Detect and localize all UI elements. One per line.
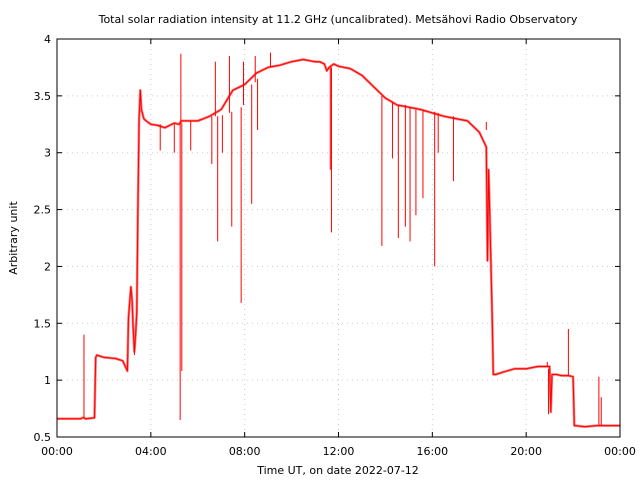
- y-tick-label: 3: [44, 147, 51, 160]
- y-axis-label: Arbitrary unit: [7, 201, 20, 275]
- x-tick-label: 12:00: [323, 445, 355, 458]
- x-tick-label: 00:00: [604, 445, 636, 458]
- series-line-band: [57, 58, 620, 429]
- y-tick-label: 3.5: [34, 90, 52, 103]
- axis-ticks: 0.5 1 1.5 2 2.5 3 3.5 4 00:00 04:00 08:00 12:00 16:0…: [34, 33, 636, 458]
- x-tick-label: 20:00: [510, 445, 542, 458]
- y-tick-label: 1.5: [34, 317, 52, 330]
- chart-title: Total solar radiation intensity at 11.2 …: [98, 13, 578, 26]
- y-tick-label: 2: [44, 260, 51, 273]
- x-axis-label: Time UT, on date 2022-07-12: [256, 464, 419, 477]
- x-tick-label: 04:00: [135, 445, 167, 458]
- y-tick-label: 4: [44, 33, 51, 46]
- x-tick-label: 16:00: [416, 445, 448, 458]
- x-tick-label: 00:00: [41, 445, 73, 458]
- y-tick-label: 2.5: [34, 204, 52, 217]
- y-tick-label: 0.5: [34, 431, 52, 444]
- y-tick-label: 1: [44, 374, 51, 387]
- x-tick-label: 08:00: [229, 445, 261, 458]
- series-group: [57, 52, 620, 429]
